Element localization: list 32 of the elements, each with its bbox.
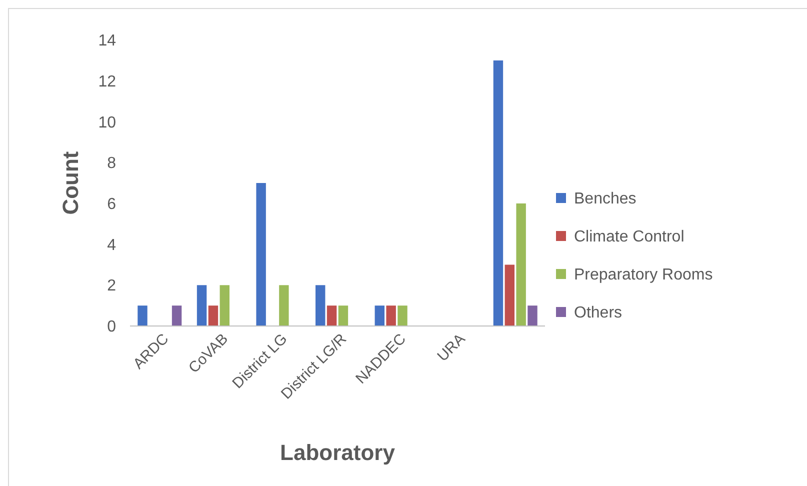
legend-label: Others [574,304,622,322]
bar [338,306,348,326]
bar [138,306,148,326]
bar [528,306,538,326]
bar [172,306,182,326]
bar [326,306,337,326]
y-tick-label: 2 [107,278,116,295]
bar [493,60,504,326]
y-tick-label: 8 [107,155,116,172]
y-tick-label: 10 [98,114,116,132]
y-tick-label: 12 [98,73,116,90]
bar [196,285,207,326]
y-tick-label: 0 [107,318,116,336]
legend-label: Climate Control [574,228,684,246]
bar [516,203,526,326]
bar [256,183,266,326]
bar [504,264,514,326]
bar [398,306,408,326]
x-axis-title: Laboratory [280,440,396,465]
bar [316,285,326,326]
y-tick-label: 4 [107,236,116,254]
bar [220,285,230,326]
y-tick-label: 6 [107,196,116,214]
legend-label: Benches [574,190,636,208]
bar [386,306,396,326]
y-tick-label: 14 [98,32,116,50]
bar [374,306,384,326]
y-axis-title: Count [58,150,83,215]
x-tick-label: URA [434,330,469,365]
legend-label: Preparatory Rooms [574,266,713,284]
bar [279,285,289,326]
bar [208,306,218,326]
